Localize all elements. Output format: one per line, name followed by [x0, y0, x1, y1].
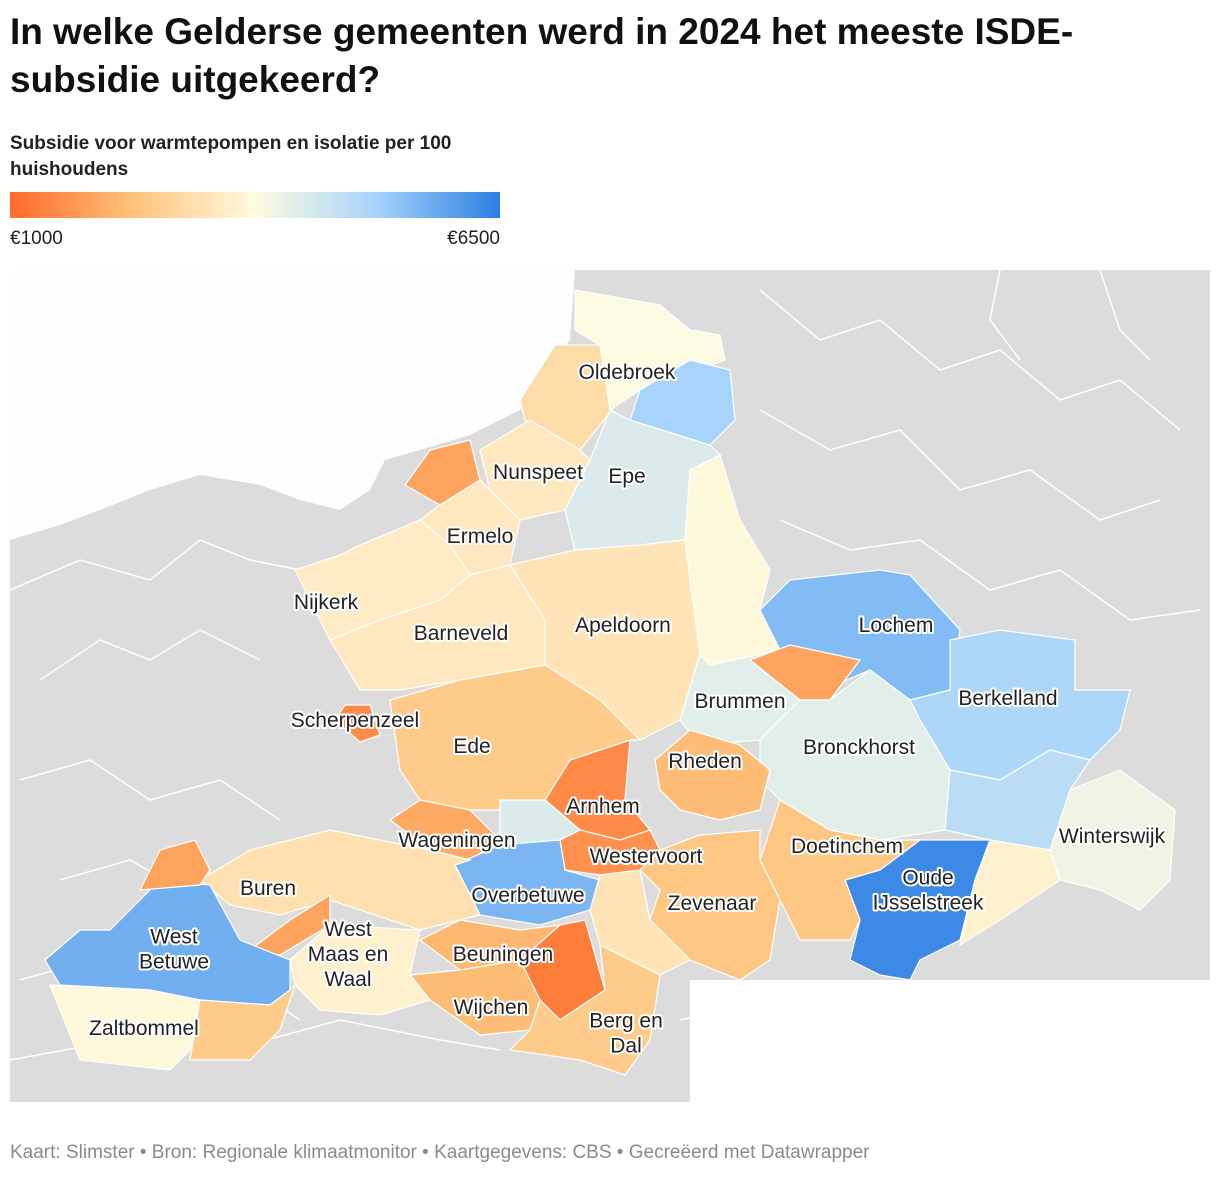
municipality-label: Oude [902, 867, 953, 890]
municipality-label: Winterswijk [1059, 825, 1166, 848]
municipality-label: Dal [610, 1035, 642, 1058]
municipalities [44, 289, 1176, 1076]
municipality-label: Waal [324, 968, 371, 991]
municipality-label: Berg en [589, 1010, 663, 1033]
municipality [49, 984, 201, 1071]
municipality-label: Zaltbommel [89, 1017, 199, 1040]
municipality-label: Buren [240, 877, 296, 900]
subtitle: Subsidie voor warmtepompen en isolatie p… [10, 133, 452, 180]
municipality-label: Beuningen [453, 943, 553, 966]
legend-label: €6500 [447, 228, 500, 249]
municipality-label: Apeldoorn [575, 614, 671, 637]
municipality-label: Barneveld [414, 622, 509, 645]
municipality-label: Brummen [694, 690, 785, 713]
municipality-label: Berkelland [958, 687, 1057, 710]
municipality-label: Bronckhorst [803, 736, 915, 759]
municipality-label: Arnhem [566, 795, 640, 818]
border-line [759, 269, 1201, 621]
municipality [639, 829, 781, 981]
water [10, 270, 575, 540]
municipality-label: Rheden [668, 750, 742, 773]
color-legend: €1000 €6500 [10, 192, 500, 249]
border-line [9, 289, 561, 331]
footer: Kaart: Slimster • Bron: Regionale klimaa… [10, 1142, 870, 1163]
municipality-label: Nunspeet [493, 461, 583, 484]
municipality [138, 839, 211, 891]
municipality [748, 644, 862, 701]
municipality [189, 984, 296, 1061]
municipality-label: Ede [453, 735, 490, 758]
municipality [589, 869, 692, 976]
municipality-label: Westervoort [590, 845, 703, 868]
blank-area [690, 980, 1210, 1110]
municipality-label: Scherpenzeel [291, 709, 419, 732]
map: Oldebroek Epe Nunspeet Ermelo Nijkerk Barneve… [9, 269, 1210, 1110]
municipality-label: Nijkerk [294, 591, 359, 614]
municipality [944, 749, 1091, 851]
municipality [959, 839, 1061, 947]
municipality-label: Overbetuwe [471, 884, 584, 907]
municipality-label: Doetinchem [791, 835, 903, 858]
municipality [654, 729, 771, 821]
municipality-label: Epe [608, 465, 645, 488]
municipality [508, 943, 661, 1076]
municipality-label: Wageningen [398, 829, 515, 852]
legend-bar [10, 192, 500, 218]
municipality-label: IJsselstreek [873, 892, 984, 915]
municipality-label: Zevenaar [668, 892, 757, 915]
title: In welke Gelderse gemeenten werd in 2024… [10, 11, 1074, 100]
legend-label: €1000 [10, 228, 63, 249]
municipality-labels: Oldebroek Epe Nunspeet Ermelo Nijkerk Barneve… [87, 359, 1167, 1060]
municipality [334, 704, 381, 743]
municipality [289, 924, 432, 1016]
municipality-label: Maas en [308, 943, 389, 966]
municipality-label: Oldebroek [579, 361, 676, 384]
municipality [404, 439, 481, 506]
municipality-label: Lochem [859, 614, 934, 637]
municipality-label: Betuwe [139, 951, 209, 974]
municipality [198, 829, 481, 931]
municipality-label: Ermelo [447, 525, 514, 548]
municipality-label: West [324, 918, 372, 941]
municipality-label: Wijchen [454, 996, 529, 1019]
border-line [9, 539, 301, 1021]
municipality-label: West [150, 926, 198, 949]
